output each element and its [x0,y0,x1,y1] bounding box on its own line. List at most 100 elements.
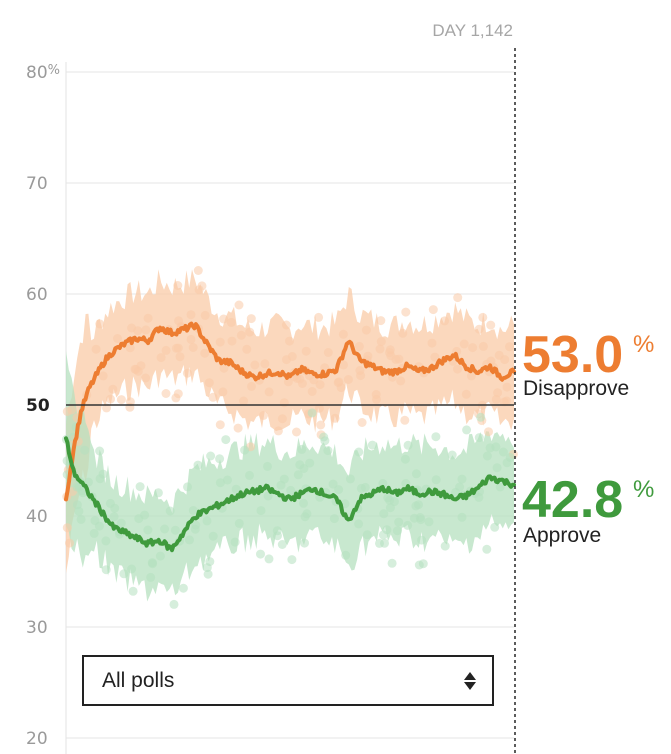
approve-poll-dot [185,535,194,545]
disapprove-poll-dot [218,387,228,397]
approve-poll-dot [354,519,364,529]
disapprove-poll-dot [161,389,171,398]
approve-poll-dot [329,514,339,524]
approve-poll-dot [492,463,502,473]
approve-poll-dot [387,558,397,568]
approve-poll-dot [134,514,144,524]
y-tick-label-80: 80% [26,63,60,83]
disapprove-poll-dot [188,343,198,352]
disapprove-poll-dot [200,348,210,358]
approve-poll-dot [382,525,392,535]
approve-poll-dot [234,518,244,528]
disapprove-poll-dot [500,355,510,365]
approve-poll-dot [356,483,366,493]
y-tick-label-40: 40 [26,507,48,527]
approve-poll-dot [414,560,424,570]
disapprove-poll-dot [478,341,488,351]
disapprove-poll-dot [453,293,463,303]
approve-poll-dot [474,433,484,443]
disapprove-poll-dot [186,310,196,320]
disapprove-poll-dot [430,352,440,362]
disapprove-poll-dot [281,320,291,330]
approve-label: Approve [523,524,601,547]
disapprove-poll-dot [339,360,348,370]
disapprove-readout: 53.0 % Disapprove [522,326,654,400]
disapprove-poll-dot [67,405,77,415]
approve-poll-dot [101,565,111,575]
disapprove-poll-dot [357,418,367,427]
disapprove-poll-dot [171,343,181,353]
disapprove-label: Disapprove [523,377,629,400]
approve-poll-dot [305,458,315,468]
approve-poll-dot [208,531,218,541]
disapprove-poll-dot [234,300,244,310]
approve-poll-dot [147,558,157,568]
approve-poll-dot [300,538,309,548]
poll-filter-selected-value: All polls [102,668,175,692]
disapprove-poll-dot [226,317,236,327]
approve-poll-dot [165,506,175,516]
approve-poll-dot [482,451,492,461]
approve-poll-dot [476,412,486,422]
poll-filter-select[interactable]: All polls [82,655,494,706]
select-arrows-icon [464,671,476,690]
disapprove-poll-dot [219,363,229,373]
approve-poll-dot [323,446,333,456]
approve-percent-sign: % [633,476,654,503]
approve-poll-dot [431,475,441,485]
disapprove-poll-dot [194,285,204,295]
disapprove-poll-dot [125,343,135,353]
approve-poll-dot [277,540,287,549]
disapprove-poll-dot [301,346,311,356]
disapprove-poll-dot [133,326,143,336]
disapprove-poll-dot [333,378,343,388]
disapprove-poll-dot [361,325,371,335]
approve-poll-dot [300,512,310,522]
disapprove-poll-dot [323,348,333,357]
approve-poll-dot [457,512,467,522]
approve-poll-dot [297,444,307,454]
approve-poll-dot [215,454,225,464]
disapprove-poll-dot [354,341,364,351]
approve-poll-dot [380,538,389,548]
disapprove-poll-dot [505,342,514,352]
approve-poll-dot [272,526,282,536]
approve-poll-dot [119,569,129,579]
y-tick-label-30: 30 [26,618,48,638]
disapprove-poll-dot [65,538,74,548]
approve-poll-dot [403,520,413,530]
disapprove-poll-dot [95,319,105,329]
approve-poll-dot [245,470,254,480]
approve-poll-dot [135,482,145,492]
disapprove-poll-dot [215,420,225,430]
disapprove-poll-dot [133,366,143,376]
approve-poll-dot [203,569,213,579]
approve-poll-dot [490,522,500,532]
approve-poll-dot [95,474,105,484]
disapprove-poll-dot [204,378,214,388]
disapprove-poll-dot [215,337,225,347]
approve-poll-dot [155,551,165,561]
disapprove-poll-dot [116,395,126,405]
disapprove-poll-dot [307,387,317,396]
approve-poll-dot [202,516,212,526]
disapprove-poll-dot [474,324,484,334]
approve-poll-dot [319,432,329,442]
approve-poll-dot [354,447,364,457]
disapprove-poll-dot [277,414,287,424]
y-tick-label-20: 20 [26,729,48,749]
disapprove-poll-dot [264,387,274,397]
disapprove-poll-dot [208,392,218,402]
approve-trend-line [64,436,516,553]
approve-poll-dot [78,488,88,498]
disapprove-poll-dot [371,390,381,399]
disapprove-poll-dot [236,330,246,340]
approve-poll-dot [394,517,404,527]
approve-poll-dot [286,485,296,495]
disapprove-poll-dot [343,375,353,384]
approve-poll-dot [417,535,427,545]
disapprove-poll-dot [182,368,192,378]
approve-poll-dot [451,487,461,497]
approve-poll-dot [110,503,120,513]
